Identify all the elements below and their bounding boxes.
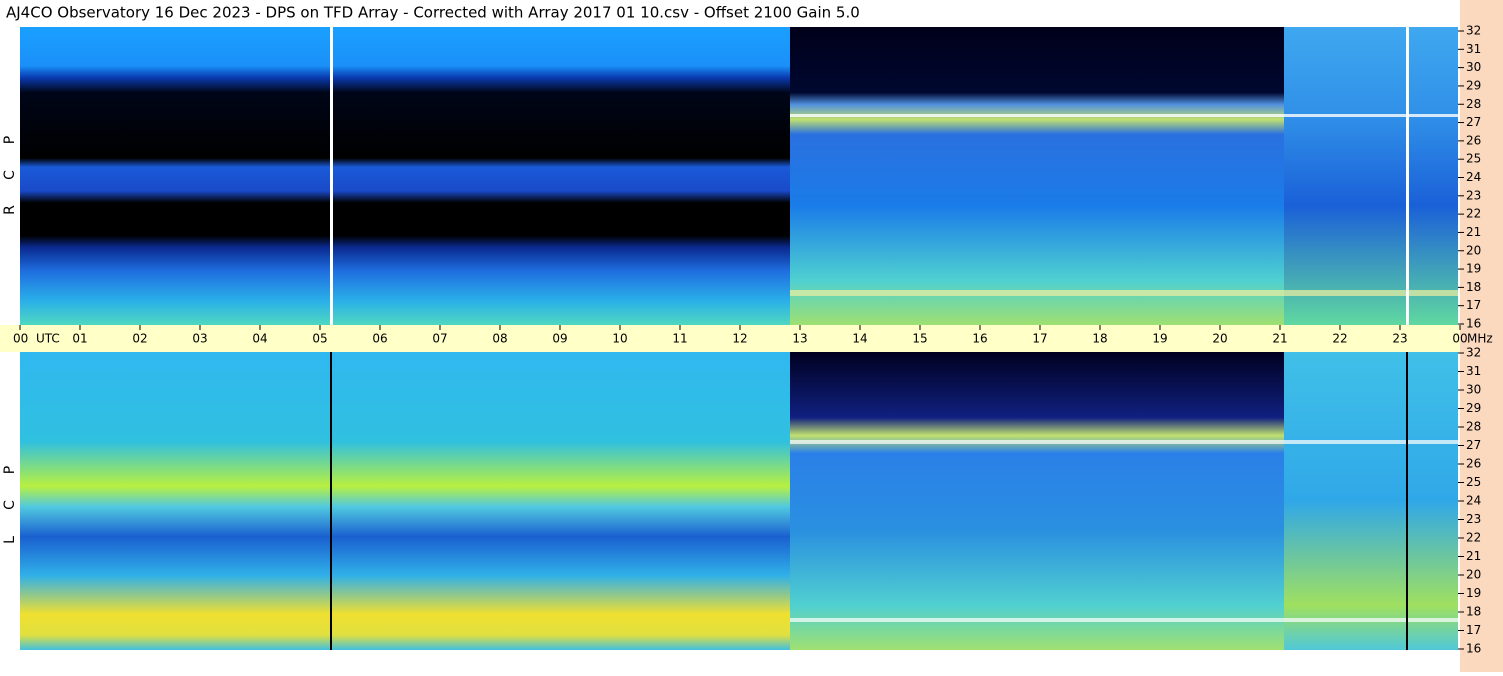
time-label: 12 <box>732 332 747 346</box>
freq-label: 21 <box>1466 549 1481 563</box>
freq-label: 17 <box>1466 623 1481 637</box>
time-label: 06 <box>372 332 387 346</box>
freq-label: 28 <box>1466 97 1481 111</box>
time-label: 23 <box>1392 332 1407 346</box>
time-label: 18 <box>1092 332 1107 346</box>
freq-label: 27 <box>1466 115 1481 129</box>
freq-label: 30 <box>1466 60 1481 74</box>
freq-label: 23 <box>1466 512 1481 526</box>
freq-label: 19 <box>1466 262 1481 276</box>
time-label: 03 <box>192 332 207 346</box>
time-label: 04 <box>252 332 267 346</box>
time-label: 22 <box>1332 332 1347 346</box>
time-label: 20 <box>1212 332 1227 346</box>
time-label: 19 <box>1152 332 1167 346</box>
time-label: 15 <box>912 332 927 346</box>
time-label: 02 <box>132 332 147 346</box>
time-label: 09 <box>552 332 567 346</box>
polarization-letter: L <box>2 536 18 544</box>
freq-label: 22 <box>1466 207 1481 221</box>
freq-label: 17 <box>1466 298 1481 312</box>
freq-label: 24 <box>1466 494 1481 508</box>
freq-label: 23 <box>1466 188 1481 202</box>
polarization-letter: C <box>2 170 18 180</box>
freq-label: 29 <box>1466 401 1481 415</box>
polarization-letter: P <box>2 136 18 144</box>
freq-label: 18 <box>1466 280 1481 294</box>
time-label: 11 <box>672 332 687 346</box>
freq-label: 31 <box>1466 42 1481 56</box>
time-label: 07 <box>432 332 447 346</box>
time-label: 13 <box>792 332 807 346</box>
time-label: 14 <box>852 332 867 346</box>
time-label: 10 <box>612 332 627 346</box>
freq-label: 26 <box>1466 133 1481 147</box>
freq-label: 21 <box>1466 225 1481 239</box>
time-label: 05 <box>312 332 327 346</box>
right-strip <box>1460 0 1503 672</box>
bottom-spectrogram <box>20 352 1458 650</box>
freq-label: 16 <box>1466 642 1481 656</box>
freq-label: 27 <box>1466 438 1481 452</box>
time-label: 17 <box>1032 332 1047 346</box>
time-label: 00 <box>1452 332 1467 346</box>
title: AJ4CO Observatory 16 Dec 2023 - DPS on T… <box>6 4 860 22</box>
time-label: 00 <box>13 332 28 346</box>
freq-label: 30 <box>1466 383 1481 397</box>
top-spectrogram <box>20 27 1458 325</box>
freq-unit: MHz <box>1467 332 1493 346</box>
freq-label: 22 <box>1466 531 1481 545</box>
freq-label: 20 <box>1466 243 1481 257</box>
freq-label: 18 <box>1466 605 1481 619</box>
polarization-letter: C <box>2 500 18 510</box>
freq-label: 24 <box>1466 170 1481 184</box>
freq-label: 32 <box>1466 24 1481 38</box>
time-label: 01 <box>72 332 87 346</box>
polarization-letter: R <box>2 205 18 215</box>
freq-label: 19 <box>1466 586 1481 600</box>
freq-label: 25 <box>1466 152 1481 166</box>
time-label: 08 <box>492 332 507 346</box>
title-bar <box>0 0 1503 26</box>
freq-label: 29 <box>1466 78 1481 92</box>
freq-label: 26 <box>1466 457 1481 471</box>
freq-label: 16 <box>1466 317 1481 331</box>
time-unit: UTC <box>36 332 60 346</box>
time-label: 16 <box>972 332 987 346</box>
polarization-letter: P <box>2 466 18 474</box>
freq-label: 32 <box>1466 346 1481 360</box>
freq-label: 28 <box>1466 420 1481 434</box>
freq-label: 25 <box>1466 475 1481 489</box>
time-label: 21 <box>1272 332 1287 346</box>
time-axis-band <box>0 325 1460 352</box>
freq-label: 31 <box>1466 364 1481 378</box>
freq-label: 20 <box>1466 568 1481 582</box>
